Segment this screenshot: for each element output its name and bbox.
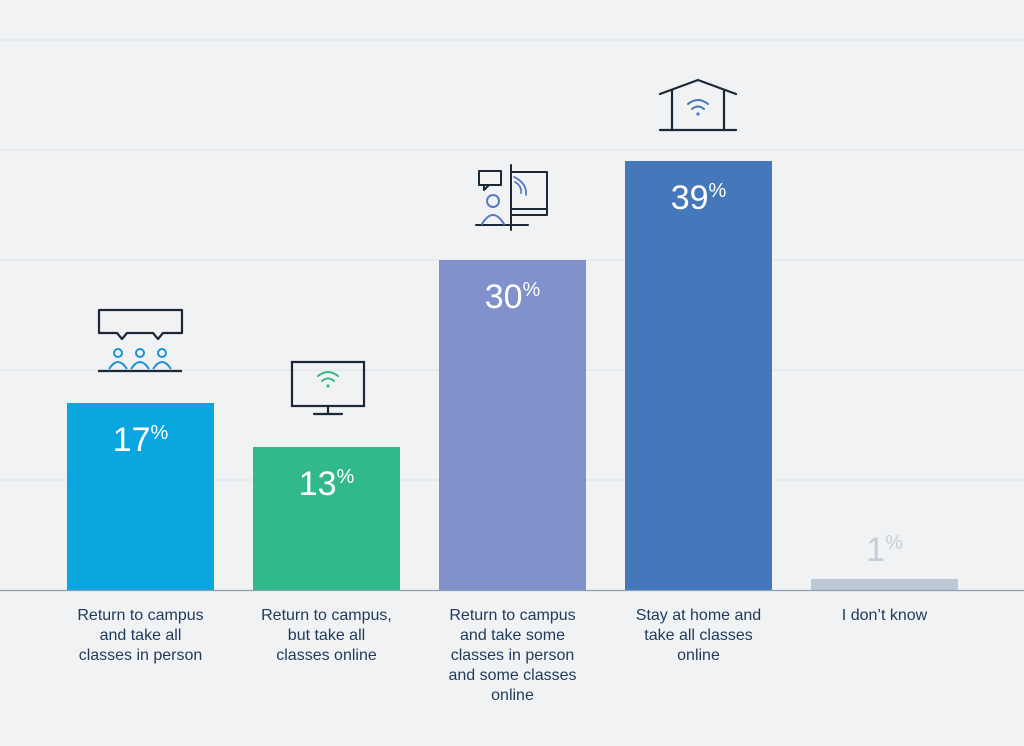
data-label-percent: % [523,279,541,301]
category-label-line: but take all [287,627,366,644]
data-label-value: 1 [866,531,885,569]
category-label-line: Stay at home and [635,607,762,624]
bar-2 [253,447,400,590]
data-label-value: 17 [113,421,151,459]
data-label-value: 30 [485,278,523,316]
category-label-line: Return to campus [449,607,576,624]
data-label-percent: % [709,180,727,202]
category-label-line: Return to campus, [261,607,392,624]
category-label-2: Return to campus, but take all classes onl… [247,606,407,666]
category-label-line: and take some [460,627,565,644]
bar-3 [439,260,586,590]
bar-5 [811,579,958,590]
bars: 17%13%30%39%1% [0,161,1024,592]
icons [97,78,738,416]
data-label-percent: % [885,532,903,554]
category-label-line: classes in person [78,647,203,664]
data-label-3: 30% [485,278,541,316]
category-label-line: and take all [99,627,182,644]
category-label-line: online [491,687,534,704]
data-label-value: 39 [671,179,709,217]
data-label-percent: % [151,422,169,444]
bar-1 [67,403,214,590]
monitor-wifi-icon [290,360,366,416]
data-label-1: 17% [113,421,169,459]
classroom-people-icon [97,308,184,373]
category-label-1: Return to campus and take all classes in p… [61,606,221,666]
category-label-5: I don’t know [805,606,965,626]
category-label-line: online [677,647,720,664]
category-label-line: and some classes [448,667,577,684]
category-label-line: classes online [276,647,377,664]
data-label-5: 1% [866,531,903,569]
bar-4 [625,161,772,590]
data-label-4: 39% [671,179,727,217]
data-label-2: 13% [299,465,355,503]
data-label-percent: % [337,466,355,488]
category-label-4: Stay at home and take all classes online [619,606,779,666]
category-label-line: I don’t know [841,607,928,624]
category-label-line: classes in person [450,647,575,664]
category-label-3: Return to campus and take some classes in … [433,606,593,706]
category-label-line: take all classes [644,627,753,644]
data-label-value: 13 [299,465,337,503]
home-wifi-icon [658,78,738,132]
hybrid-learning-icon [475,164,548,231]
category-label-line: Return to campus [77,607,204,624]
